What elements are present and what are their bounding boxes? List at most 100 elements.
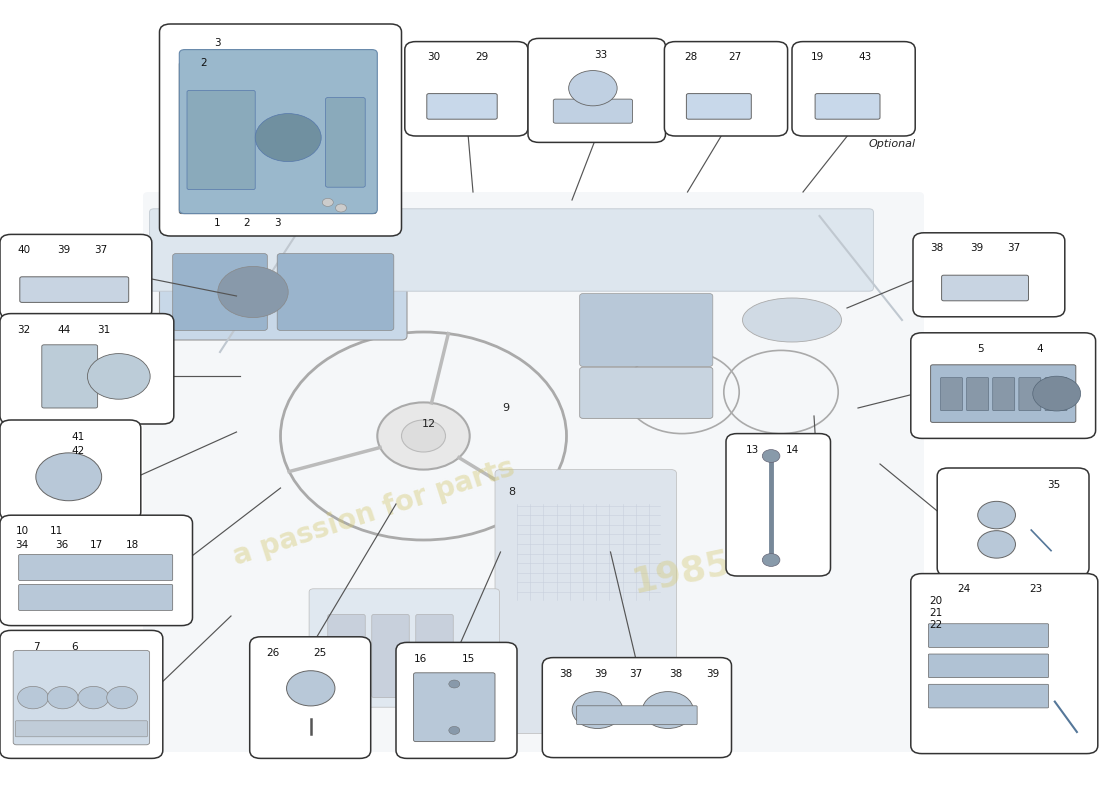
Text: 14: 14 (785, 445, 799, 454)
FancyBboxPatch shape (405, 42, 528, 136)
Circle shape (255, 114, 321, 162)
Text: 28: 28 (684, 52, 697, 62)
Text: 17: 17 (90, 540, 103, 550)
FancyBboxPatch shape (686, 94, 751, 119)
Circle shape (336, 204, 346, 212)
Text: 8: 8 (508, 487, 515, 497)
Text: 38: 38 (669, 669, 682, 678)
Text: 41: 41 (72, 432, 85, 442)
Circle shape (107, 686, 138, 709)
Text: 37: 37 (95, 245, 108, 255)
FancyBboxPatch shape (309, 589, 499, 707)
FancyBboxPatch shape (179, 50, 377, 214)
Circle shape (218, 266, 288, 318)
Ellipse shape (742, 298, 842, 342)
FancyBboxPatch shape (250, 637, 371, 758)
FancyBboxPatch shape (664, 42, 788, 136)
FancyBboxPatch shape (42, 345, 98, 408)
Circle shape (572, 692, 623, 729)
Text: 9: 9 (503, 403, 509, 413)
FancyBboxPatch shape (326, 98, 365, 187)
FancyBboxPatch shape (913, 233, 1065, 317)
Text: 32: 32 (18, 325, 31, 334)
FancyBboxPatch shape (911, 333, 1096, 438)
FancyBboxPatch shape (414, 673, 495, 742)
Text: Optional: Optional (869, 139, 916, 149)
FancyBboxPatch shape (967, 378, 989, 410)
Text: 5: 5 (977, 344, 983, 354)
FancyBboxPatch shape (372, 614, 409, 698)
Text: 16: 16 (414, 654, 427, 664)
Text: 21: 21 (930, 608, 943, 618)
Text: 38: 38 (931, 243, 944, 253)
Text: 19: 19 (811, 52, 824, 62)
Text: 10: 10 (15, 526, 29, 536)
Circle shape (88, 354, 150, 399)
Text: 38: 38 (559, 669, 572, 678)
FancyBboxPatch shape (277, 254, 394, 330)
Text: 23: 23 (1030, 584, 1043, 594)
FancyBboxPatch shape (19, 585, 173, 610)
FancyBboxPatch shape (528, 38, 666, 142)
FancyBboxPatch shape (173, 254, 267, 330)
FancyBboxPatch shape (928, 624, 1048, 647)
Circle shape (322, 198, 333, 206)
Text: 2: 2 (243, 218, 250, 229)
Circle shape (287, 670, 336, 706)
Circle shape (762, 554, 780, 566)
Text: 29: 29 (475, 52, 488, 62)
FancyBboxPatch shape (928, 684, 1048, 708)
FancyBboxPatch shape (815, 94, 880, 119)
FancyBboxPatch shape (328, 614, 365, 698)
FancyBboxPatch shape (143, 192, 924, 752)
FancyBboxPatch shape (0, 314, 174, 424)
Text: 27: 27 (728, 52, 741, 62)
Text: 22: 22 (930, 620, 943, 630)
Text: 11: 11 (50, 526, 63, 536)
Text: 39: 39 (57, 245, 70, 255)
FancyBboxPatch shape (396, 642, 517, 758)
Circle shape (78, 686, 109, 709)
Text: 36: 36 (55, 540, 68, 550)
FancyBboxPatch shape (792, 42, 915, 136)
FancyBboxPatch shape (15, 721, 147, 737)
Circle shape (36, 453, 101, 501)
Text: 7: 7 (33, 642, 40, 651)
Text: 18: 18 (125, 540, 139, 550)
FancyBboxPatch shape (0, 234, 152, 318)
Circle shape (762, 450, 780, 462)
FancyBboxPatch shape (416, 614, 453, 698)
Circle shape (47, 686, 78, 709)
Text: 4: 4 (1036, 344, 1043, 354)
Circle shape (402, 420, 446, 452)
Text: 26: 26 (266, 648, 279, 658)
FancyBboxPatch shape (160, 24, 402, 236)
FancyBboxPatch shape (928, 654, 1048, 678)
Text: 3: 3 (214, 38, 221, 49)
FancyBboxPatch shape (1045, 378, 1067, 410)
Text: 35: 35 (1047, 480, 1060, 490)
Text: 43: 43 (858, 52, 871, 62)
Circle shape (449, 680, 460, 688)
FancyBboxPatch shape (0, 630, 163, 758)
FancyBboxPatch shape (495, 470, 676, 734)
Text: a passion for parts: a passion for parts (230, 453, 518, 571)
FancyBboxPatch shape (0, 515, 192, 626)
FancyBboxPatch shape (992, 378, 1014, 410)
Text: 20: 20 (930, 596, 943, 606)
Text: 37: 37 (1008, 243, 1021, 253)
FancyBboxPatch shape (940, 378, 962, 410)
FancyBboxPatch shape (726, 434, 830, 576)
FancyBboxPatch shape (580, 294, 713, 366)
Text: 15: 15 (462, 654, 475, 664)
FancyBboxPatch shape (160, 236, 407, 340)
FancyBboxPatch shape (187, 90, 255, 190)
Circle shape (1033, 376, 1080, 411)
Text: 25: 25 (314, 648, 327, 658)
Text: 6: 6 (72, 642, 78, 651)
Text: 30: 30 (427, 52, 440, 62)
Circle shape (978, 530, 1015, 558)
Text: 37: 37 (629, 669, 642, 678)
FancyBboxPatch shape (580, 367, 713, 418)
FancyBboxPatch shape (427, 94, 497, 119)
